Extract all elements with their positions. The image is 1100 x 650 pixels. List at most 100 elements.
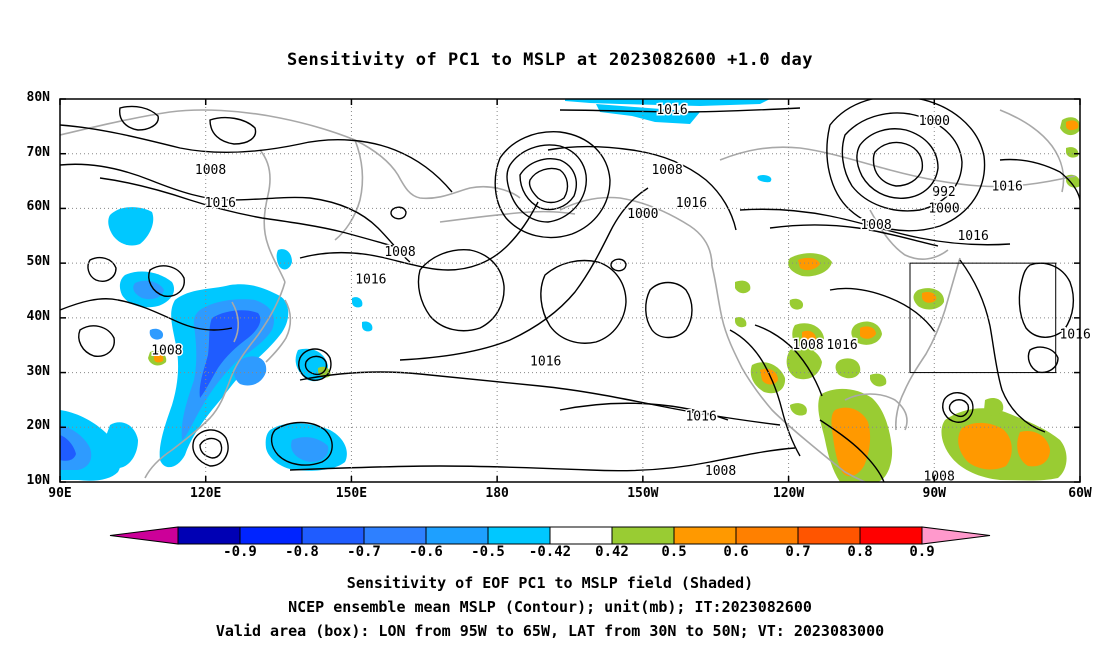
contour-1008-alaska [547, 145, 737, 231]
contour-label-17: 1008 [860, 218, 891, 233]
colorbar-swatch-7 [611, 526, 675, 545]
contour-misc-4 [1027, 346, 1059, 374]
contour-1008-canada [769, 224, 939, 247]
contour-misc-asia-3 [148, 265, 185, 297]
colorbar-label-1: -0.8 [285, 544, 319, 560]
contour-1016-sw [754, 324, 823, 397]
caption-line-1: Sensitivity of EOF PC1 to MSLP field (Sh… [346, 574, 754, 592]
chart-title: Sensitivity of PC1 to MSLP at 2023082600… [286, 50, 813, 70]
contour-label-19: 1016 [826, 338, 857, 353]
contour-high-bermuda [1018, 262, 1075, 338]
colorbar-triangle-right [921, 526, 991, 545]
shade-neg-philippines-mid [291, 437, 329, 462]
contour-1008-siberia [99, 177, 401, 249]
colorbar-label-6: 0.42 [595, 544, 629, 560]
colorbar-swatch-2 [301, 526, 365, 545]
contour-label-16: 1016 [957, 229, 988, 244]
coastline-layer [60, 109, 1076, 482]
shade-pos-small-b [789, 298, 804, 310]
shade-pos-small-c [790, 403, 807, 416]
contour-low-atlantic-tc2 [942, 392, 974, 423]
colorbar-swatch-1 [239, 526, 303, 545]
contour-1016-atlantic [959, 259, 1046, 433]
contour-misc-2 [119, 105, 159, 131]
shade-neg-kuroshio-dark [199, 310, 261, 398]
contour-low-tc3 [304, 355, 328, 376]
shade-pos-small-a [735, 317, 747, 328]
contour-low-greenland-4 [826, 99, 986, 232]
colorbar-label-2: -0.7 [347, 544, 381, 560]
shading-layer [60, 99, 1080, 482]
contour-labels: 1008101610081016100810161016100810001016… [150, 101, 1093, 486]
lon-label-6: 90W [922, 486, 947, 501]
contour-1016-mid-pac [399, 187, 649, 361]
shade-neg-small-4 [149, 328, 164, 340]
contour-1008-north [60, 124, 453, 193]
contour-misc-asia-2 [78, 325, 115, 357]
contour-1016-east [999, 158, 1080, 201]
contour-1016-asia [60, 163, 411, 263]
contour-misc-3 [209, 116, 257, 145]
colorbar-swatch-5 [487, 526, 551, 545]
shade-neg-arctic-2 [596, 104, 700, 124]
contour-low-aleutian-1 [506, 144, 587, 223]
lon-label-0: 90E [48, 486, 72, 501]
colorbar-swatch-4 [425, 526, 489, 545]
contour-label-6: 1016 [656, 103, 687, 118]
lon-label-4: 150W [627, 486, 659, 501]
contour-label-13: 992 [932, 185, 955, 200]
shade-pos-box-3 [835, 358, 861, 379]
colorbar-label-8: 0.6 [723, 544, 749, 560]
contour-high-hawaii [559, 402, 729, 421]
contour-label-7: 1008 [651, 163, 682, 178]
coast-aleutians [439, 210, 576, 223]
contour-label-20: 1016 [1059, 327, 1090, 342]
contour-low-tc2 [192, 429, 229, 467]
contour-label-5: 1016 [530, 355, 561, 370]
caption-line-3: Valid area (box): LON from 95W to 65W, L… [215, 622, 885, 640]
colorbar-swatch-6 [549, 526, 613, 545]
lat-label-1: 70N [26, 144, 50, 160]
shade-pos-plains-orange [802, 330, 817, 346]
lon-label-5: 120W [772, 486, 805, 501]
colorbar-swatch-10 [797, 526, 861, 545]
shade-pos-atlantic-ne [984, 398, 1004, 416]
colorbar-label-7: 0.5 [661, 544, 687, 560]
shade-pos-caribbean-orange-2 [1017, 430, 1050, 467]
colorbar-triangle-left [109, 526, 179, 545]
lon-label-3: 180 [485, 486, 509, 501]
colorbar-label-5: -0.42 [528, 544, 572, 560]
contour-label-3: 1016 [355, 273, 386, 288]
shade-pos-caribbean-orange [958, 422, 1012, 470]
contour-label-10: 1016 [685, 409, 716, 424]
lon-label-7: 60W [1068, 486, 1092, 501]
shade-pos-northeast-corner-orange [1066, 120, 1079, 131]
contour-1008-sw-us [729, 329, 801, 457]
lat-label-5: 30N [26, 363, 50, 379]
shade-pos-box-1-orange [860, 326, 876, 339]
colorbar-label-10: 0.8 [847, 544, 873, 560]
lat-label-7: 10N [26, 473, 50, 488]
coast-hudson [869, 209, 949, 260]
contour-misc-pac-2 [390, 206, 407, 220]
shade-neg-ryukyu [234, 356, 267, 386]
lat-label-6: 20N [26, 418, 50, 434]
contour-low-atlantic-tc [948, 399, 970, 418]
caption-line-2: NCEP ensemble mean MSLP (Contour); unit(… [288, 598, 812, 616]
coast-greenland [999, 109, 1065, 193]
contour-label-15: 1016 [991, 180, 1022, 195]
colorbar [109, 526, 991, 545]
shade-neg-small-1 [757, 174, 772, 183]
shade-pos-ne-2 [1066, 147, 1079, 158]
contour-high-npac-3 [645, 281, 693, 339]
lat-label-2: 60N [26, 199, 50, 215]
lon-label-2: 150E [335, 486, 368, 501]
colorbar-label-11: 0.9 [909, 544, 935, 560]
shade-neg-kamchatka [108, 207, 154, 246]
lat-label-4: 40N [26, 308, 50, 324]
shade-neg-south-china-dark [60, 435, 76, 461]
lat-label-3: 50N [26, 254, 50, 270]
colorbar-swatch-9 [735, 526, 799, 545]
contour-1016-alaska [559, 107, 801, 113]
